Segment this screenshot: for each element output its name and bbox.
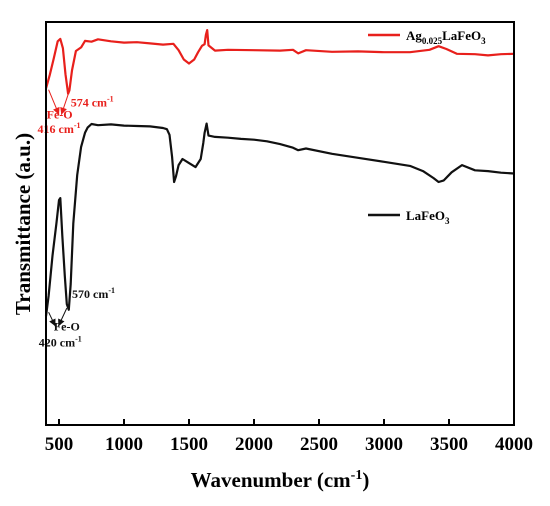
peak-label-sup: -1 — [108, 286, 115, 295]
peak-arrow-head — [60, 106, 67, 115]
peak-label-sup: -1 — [107, 95, 114, 104]
peak-arrow-head — [53, 106, 60, 115]
x-axis-title: Wavenumber (cm-1) — [191, 468, 370, 492]
peak-label-sup: -1 — [75, 334, 82, 343]
series-line-ag — [44, 29, 515, 95]
x-tick-label: 2000 — [235, 434, 273, 455]
legend-text-sub: 0.025 — [422, 36, 443, 46]
x-tick-label: 3500 — [430, 434, 468, 455]
x-tick-label: 1000 — [105, 434, 143, 455]
peak-label: 570 cm-1 — [72, 286, 115, 301]
x-tick-label: 1500 — [170, 434, 208, 455]
series-layer — [44, 29, 515, 317]
peak-label: 420 cm-1 — [39, 334, 82, 349]
peak-label: 574 cm-1 — [71, 95, 114, 110]
peak-label-text: Fe-O — [54, 319, 80, 333]
x-axis-title-main: Wavenumber (cm — [191, 468, 352, 492]
legend-text-sub: 3 — [445, 216, 450, 226]
peak-arrow-head — [58, 318, 65, 327]
peak-label-text: 420 cm — [39, 335, 75, 349]
peak-label-text: Fe-O — [47, 108, 73, 122]
series-line-la — [44, 122, 515, 317]
legend-text-part: Ag — [406, 28, 422, 43]
peak-label-text: 570 cm — [72, 287, 108, 301]
legend-text-part: LaFeO — [442, 28, 481, 43]
peak-arrow-head — [49, 318, 56, 327]
peak-label: Fe-O — [54, 319, 80, 333]
legend-label-la: LaFeO3 — [406, 208, 450, 226]
y-axis-title: Transmittance (a.u.) — [11, 133, 35, 315]
x-axis-title-close: ) — [362, 468, 369, 492]
x-tick-label: 2500 — [300, 434, 338, 455]
legend-text-part: LaFeO — [406, 208, 445, 223]
x-tick-label: 3000 — [365, 434, 403, 455]
peak-label-text: 574 cm — [71, 96, 107, 110]
peak-label-sup: -1 — [74, 121, 81, 130]
x-tick-label: 500 — [45, 434, 74, 455]
plot-frame — [45, 21, 515, 426]
peak-label-text: 416 cm — [38, 122, 74, 136]
x-axis-title-sup: -1 — [351, 468, 363, 483]
x-axis-ticks: 500 1000 1500 2000 2500 3000 3500 4000 — [45, 419, 533, 455]
x-tick-label: 4000 — [495, 434, 533, 455]
legend-text-sub: 3 — [481, 36, 486, 46]
peak-label: Fe-O — [47, 108, 73, 122]
peak-label: 416 cm-1 — [38, 121, 81, 136]
legend-label-ag: Ag0.025LaFeO3 — [406, 28, 486, 46]
